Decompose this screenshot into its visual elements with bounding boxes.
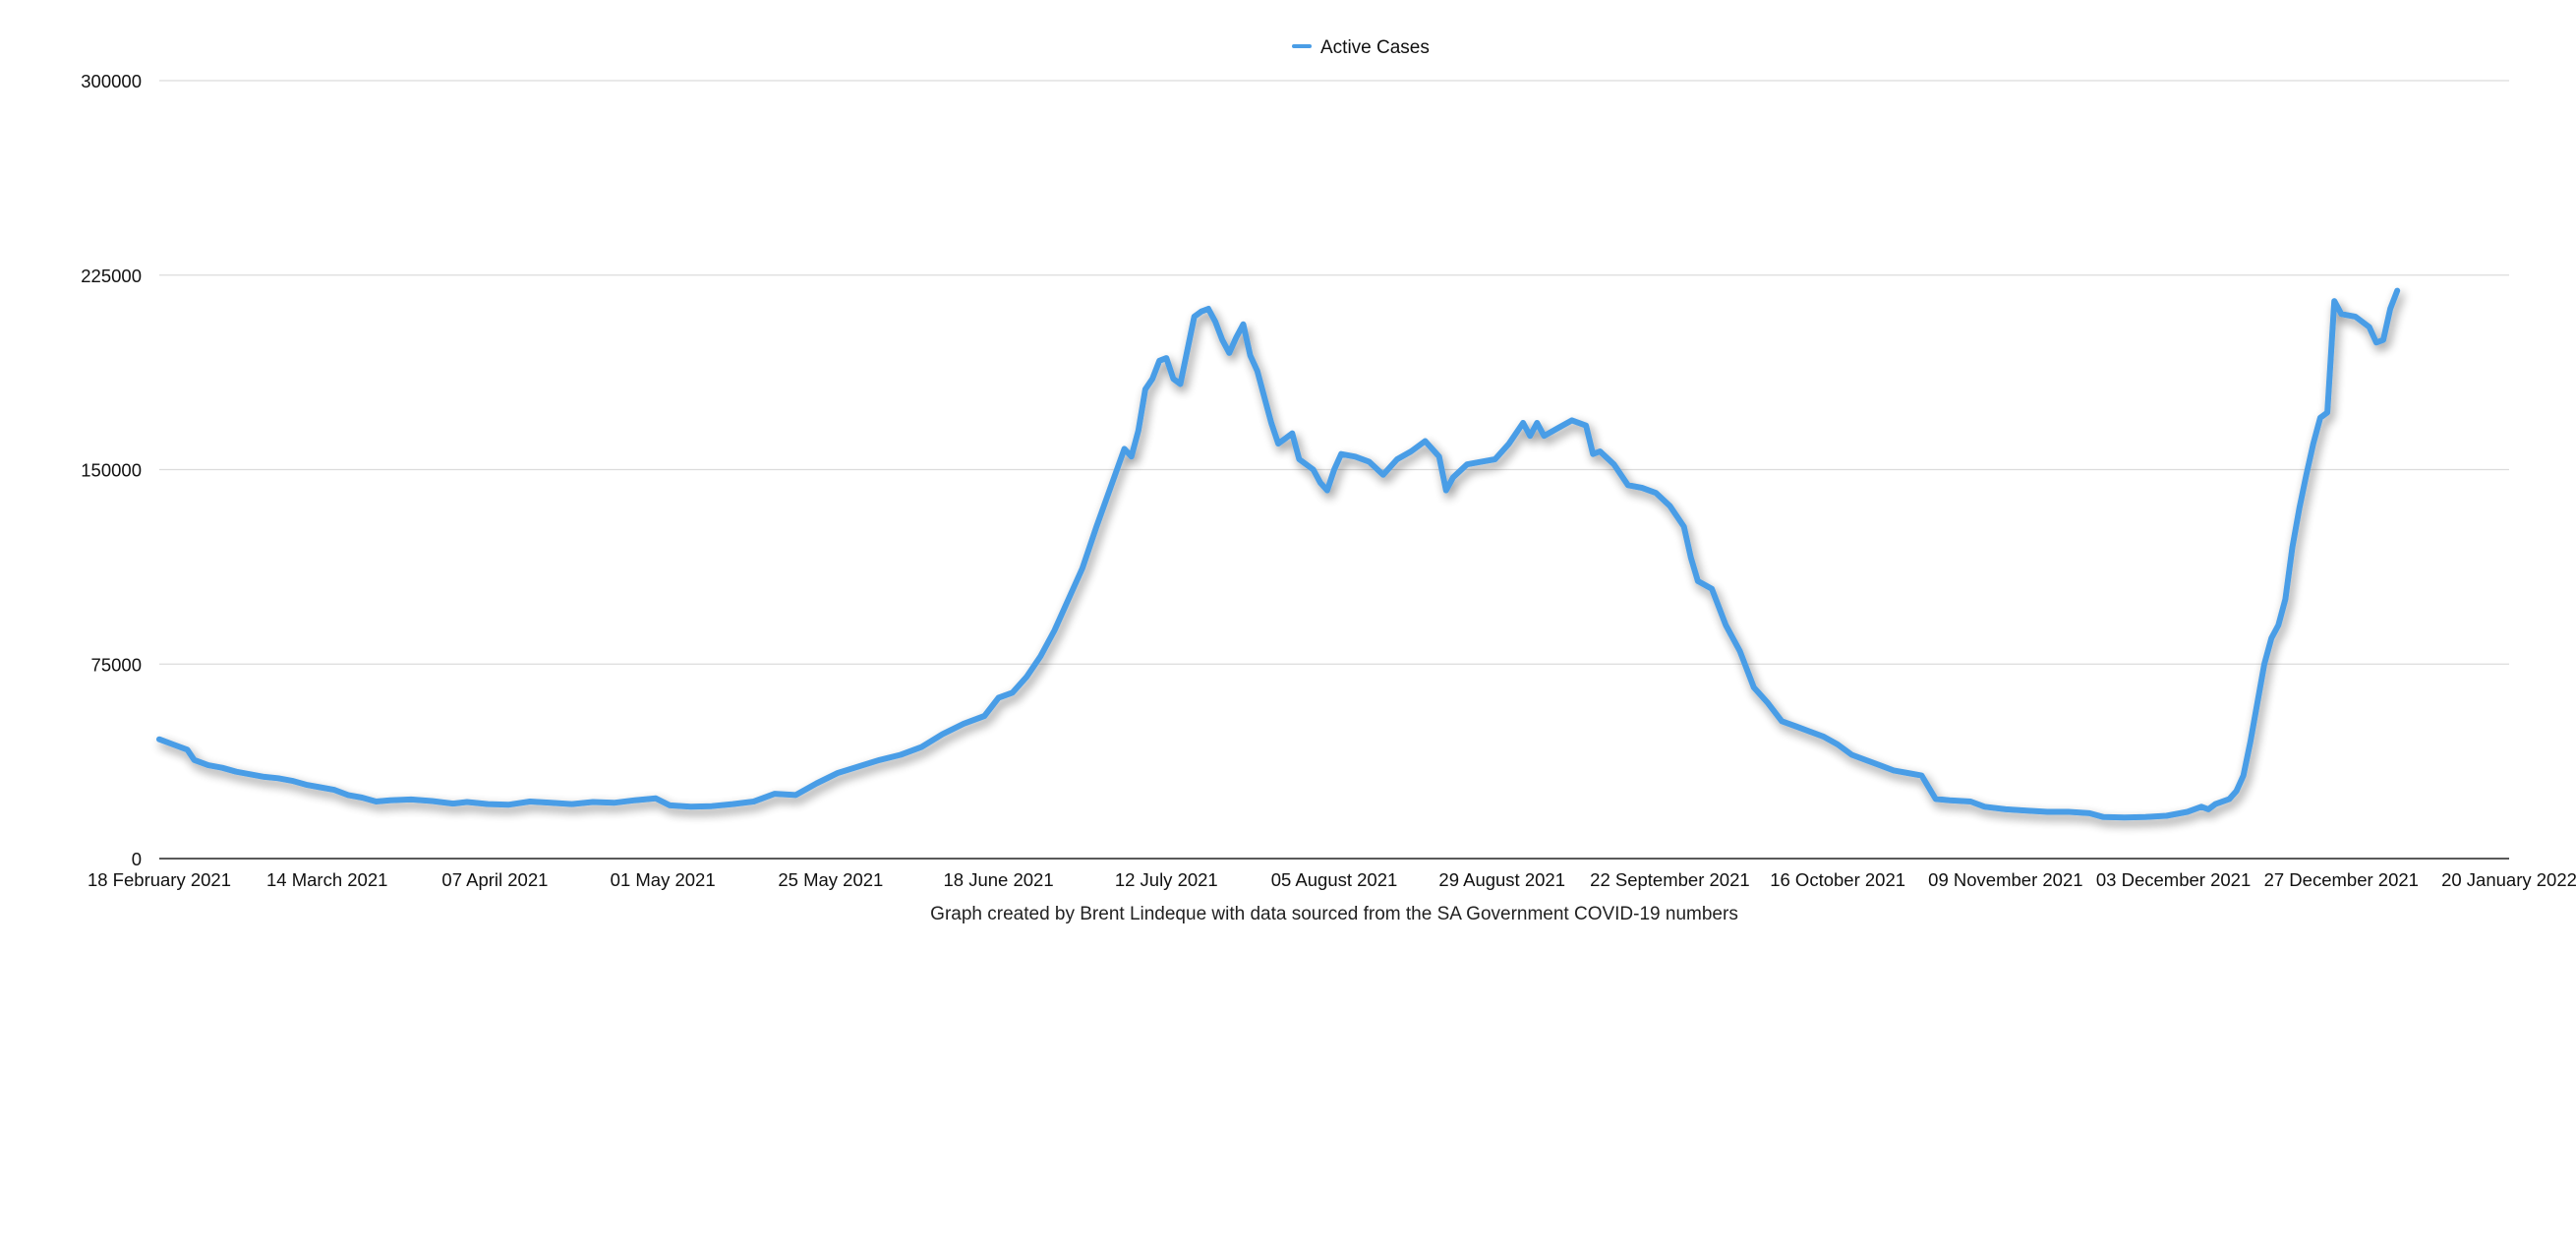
x-tick-label: 18 February 2021 (88, 869, 231, 890)
legend-label-active-cases: Active Cases (1320, 37, 1430, 58)
y-axis-tick-labels: 0 75000 150000 225000 300000 (81, 71, 142, 869)
x-tick-label: 14 March 2021 (266, 869, 387, 890)
y-tick-label: 0 (132, 849, 142, 869)
x-tick-label: 12 July 2021 (1115, 869, 1218, 890)
x-tick-label: 01 May 2021 (611, 869, 716, 890)
y-tick-label: 150000 (81, 460, 142, 481)
y-tick-label: 75000 (91, 654, 142, 675)
x-tick-label: 27 December 2021 (2264, 869, 2419, 890)
x-axis-tick-labels: 18 February 2021 14 March 2021 07 April 20… (88, 869, 2576, 890)
x-tick-label: 18 June 2021 (944, 869, 1054, 890)
x-tick-label: 29 August 2021 (1438, 869, 1565, 890)
y-tick-label: 225000 (81, 266, 142, 286)
series-line-active-cases (156, 287, 2401, 821)
x-tick-label: 25 May 2021 (778, 869, 883, 890)
x-tick-label: 07 April 2021 (441, 869, 548, 890)
x-tick-label: 03 December 2021 (2096, 869, 2251, 890)
x-tick-label: 09 November 2021 (1928, 869, 2082, 890)
gridlines (159, 80, 2509, 665)
x-tick-label: 16 October 2021 (1770, 869, 1905, 890)
x-tick-label: 22 September 2021 (1590, 869, 1750, 890)
chart-caption: Graph created by Brent Lindeque with dat… (930, 904, 1738, 924)
x-tick-label: 05 August 2021 (1271, 869, 1398, 890)
x-tick-label: 20 January 2022 (2441, 869, 2576, 890)
legend: Active Cases (1292, 37, 1430, 58)
y-tick-label: 300000 (81, 71, 142, 91)
